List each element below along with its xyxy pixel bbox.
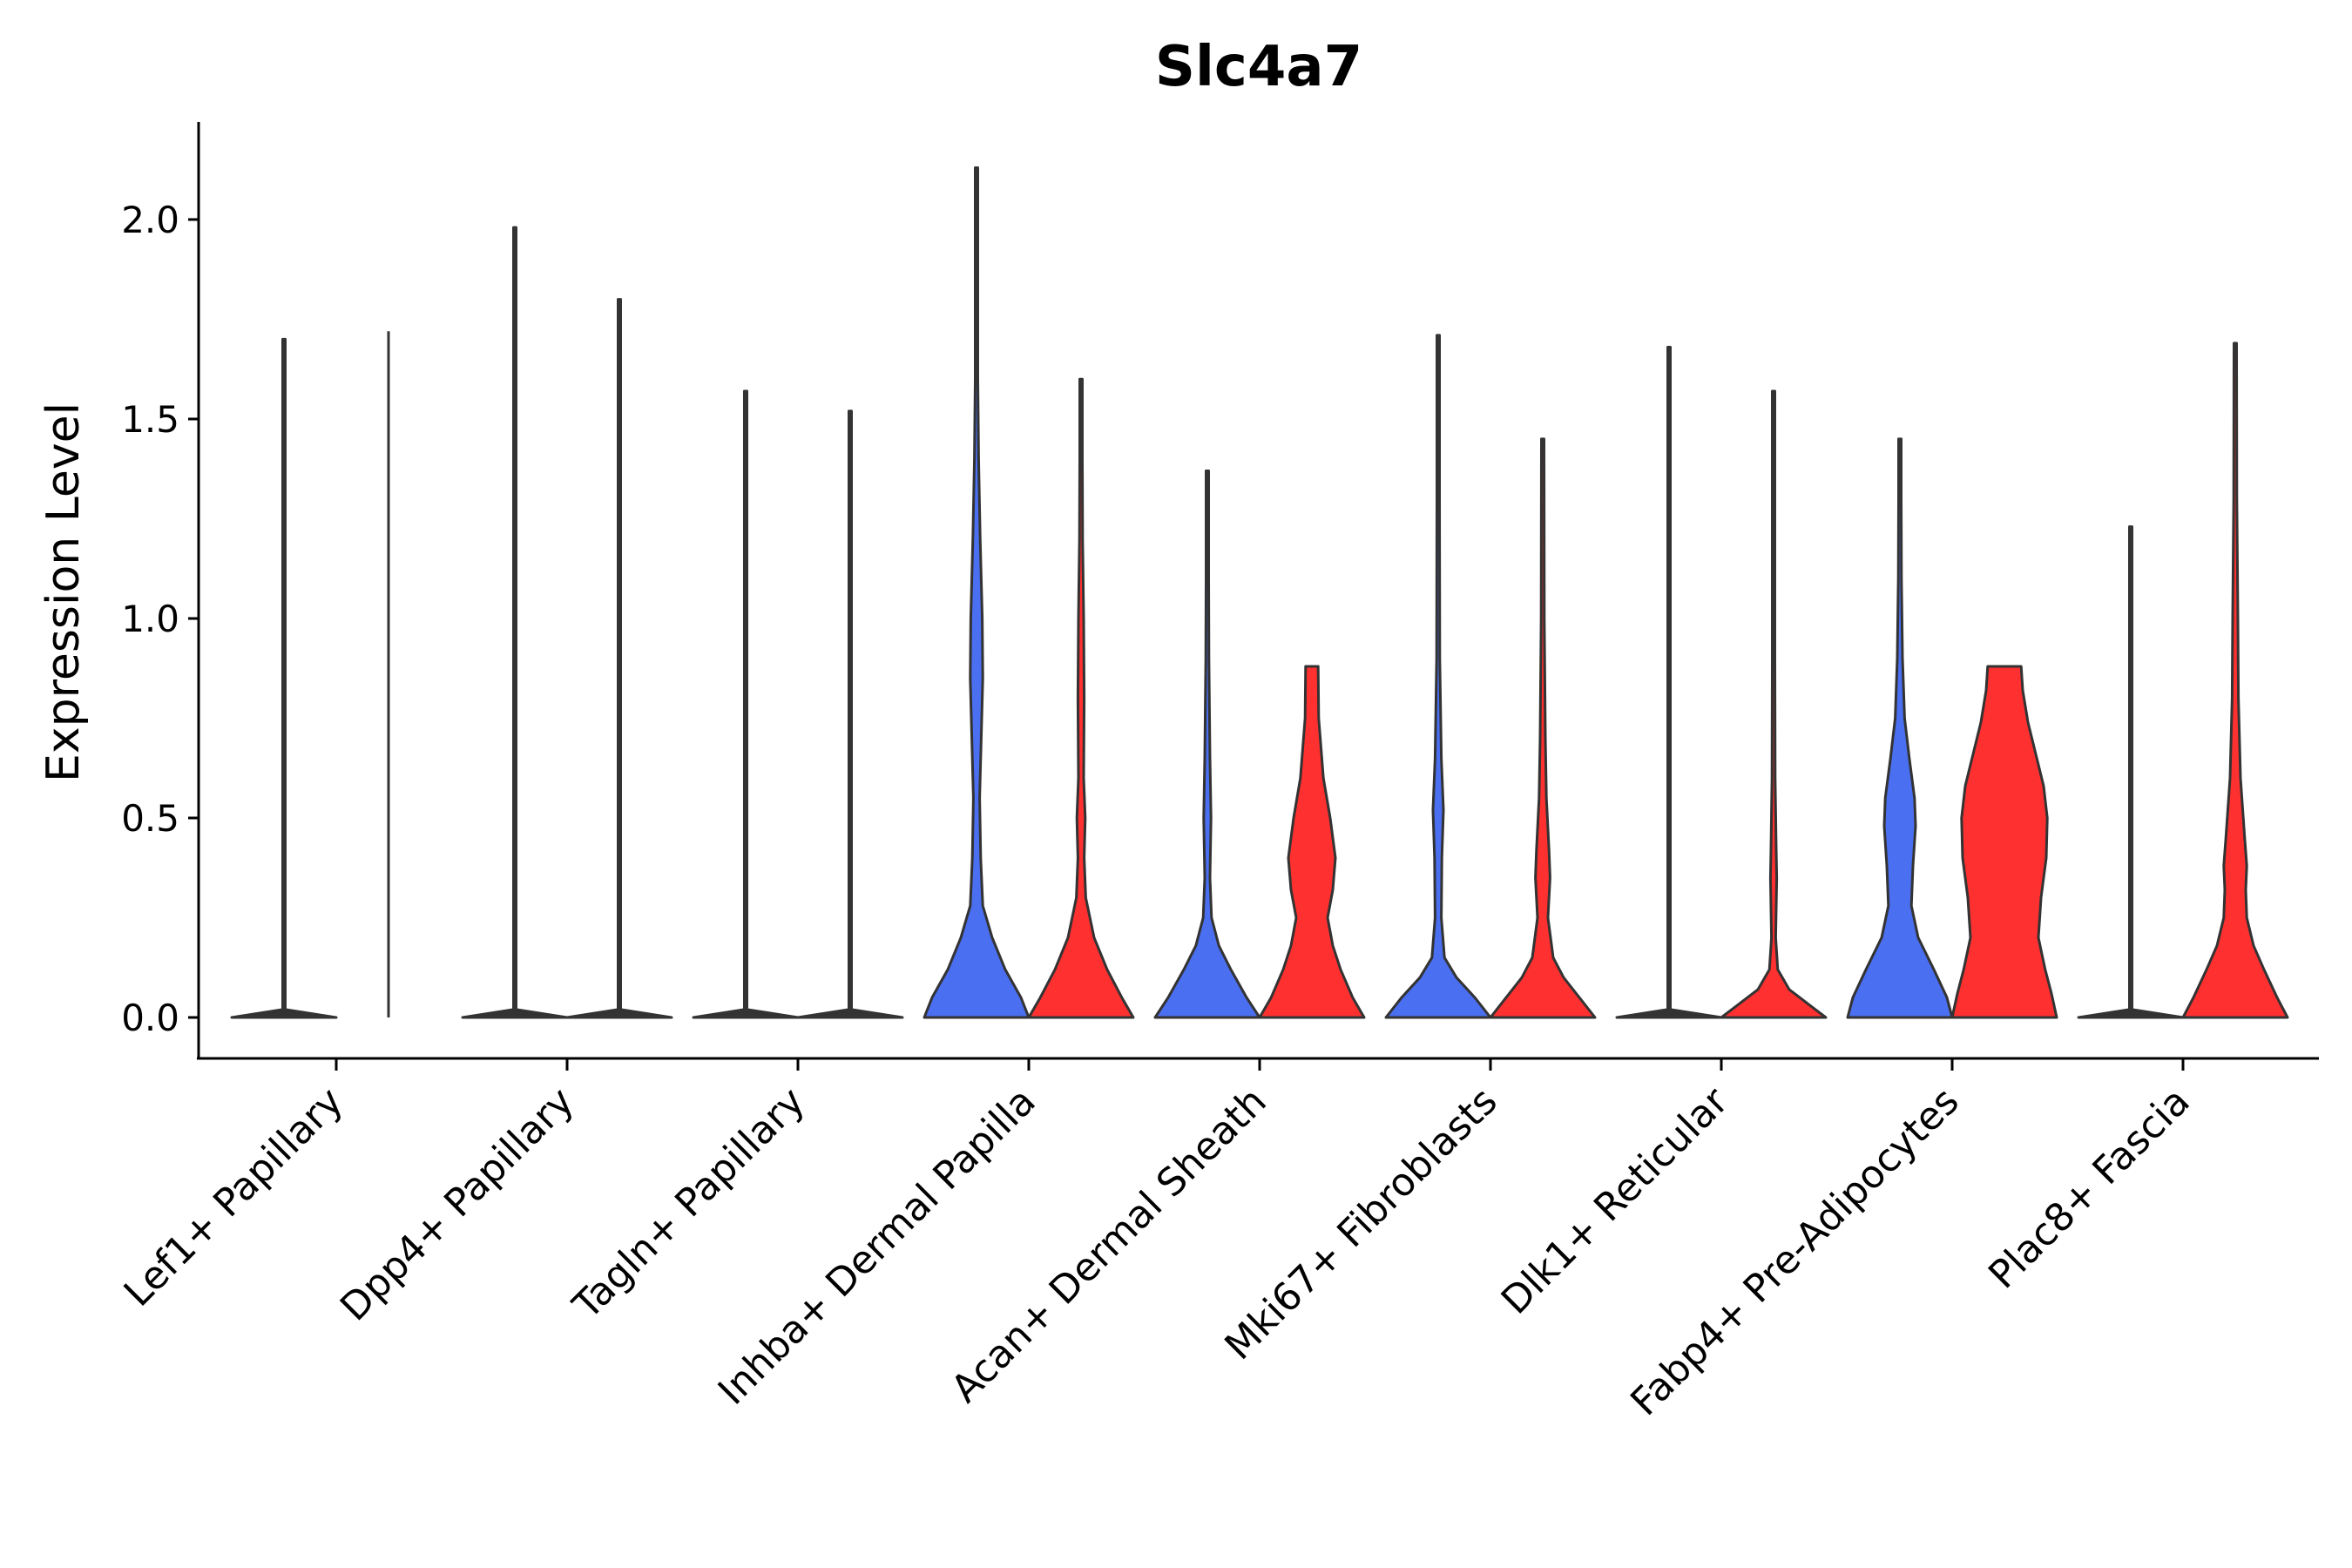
- violin-0-4: [1153, 470, 1261, 1019]
- violin-0-0: [230, 337, 338, 1019]
- violin-0-5: [1384, 334, 1492, 1019]
- violin-1-4: [1258, 665, 1366, 1019]
- violin-0-1: [461, 226, 569, 1019]
- violin-1-3: [1027, 377, 1135, 1019]
- chart-title: Slc4a7: [1155, 35, 1362, 99]
- y-axis-label: Expression Level: [37, 402, 90, 782]
- x-tick-label-1: Dpp4+ Papillary: [332, 1079, 583, 1330]
- violin-0-6: [1615, 346, 1723, 1019]
- y-tick-label-3: 1.5: [121, 398, 179, 441]
- violin-1-8: [2181, 341, 2289, 1019]
- y-tick-label-0: 0.0: [121, 997, 179, 1039]
- y-tick-label-2: 1.0: [121, 598, 179, 640]
- violin-0-3: [923, 166, 1031, 1019]
- violin-1-7: [1950, 665, 2058, 1019]
- y-ticks: 0.0 0.5 1.0 1.5 2.0: [121, 199, 199, 1039]
- violin-1-6: [1720, 389, 1828, 1019]
- violin-0-7: [1846, 437, 1954, 1019]
- violin-0-2: [692, 389, 800, 1019]
- violin-1-5: [1489, 437, 1597, 1019]
- violin-1-1: [565, 298, 673, 1019]
- x-tick-label-2: Tagln+ Papillary: [564, 1079, 814, 1328]
- axes-layer: [197, 122, 2319, 1060]
- x-tick-label-0: Lef1+ Papillary: [116, 1079, 352, 1315]
- violins-layer: [230, 166, 2289, 1019]
- x-tick-label-8: Plac8+ Fascia: [1980, 1079, 2199, 1298]
- x-tick-label-6: Dlk1+ Reticular: [1493, 1078, 1738, 1323]
- y-tick-label-4: 2.0: [121, 199, 179, 241]
- y-tick-label-1: 0.5: [121, 797, 179, 840]
- violin-0-8: [2077, 525, 2185, 1019]
- violin-1-2: [796, 409, 904, 1019]
